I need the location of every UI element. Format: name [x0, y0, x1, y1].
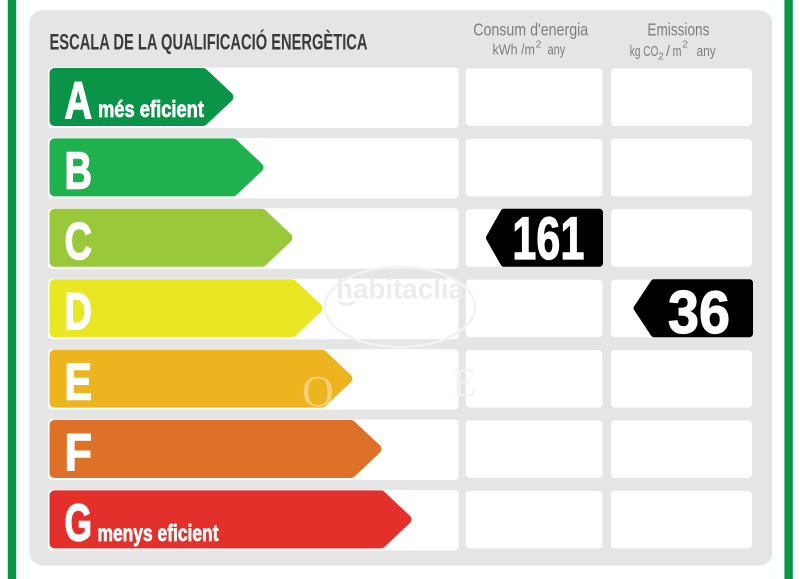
svg-text:2: 2	[536, 38, 542, 50]
svg-text:Emissions: Emissions	[647, 20, 709, 40]
svg-text:36: 36	[668, 279, 730, 346]
svg-text:A: A	[65, 72, 93, 130]
svg-text:ESCALA DE LA QUALIFICACIÓ ENER: ESCALA DE LA QUALIFICACIÓ ENERGÈTICA	[50, 30, 368, 55]
svg-text:m: m	[673, 44, 682, 60]
svg-text:161: 161	[512, 205, 584, 272]
svg-text:any: any	[548, 42, 566, 58]
svg-text:E: E	[65, 354, 93, 412]
svg-text:Consum d'energia: Consum d'energia	[473, 20, 588, 40]
svg-text:C: C	[65, 213, 93, 271]
svg-text:G: G	[65, 494, 93, 552]
svg-text:F: F	[65, 424, 93, 482]
svg-text:kg CO: kg CO	[630, 44, 659, 60]
svg-text:E: E	[452, 360, 476, 405]
svg-text:2: 2	[682, 38, 688, 50]
svg-text:/: /	[666, 44, 671, 60]
svg-text:kWh /m: kWh /m	[493, 42, 536, 58]
svg-text:habitaclia: habitaclia	[336, 274, 465, 306]
svg-text:D: D	[65, 283, 93, 341]
svg-text:2: 2	[658, 51, 664, 63]
svg-text:més eficient: més eficient	[98, 96, 204, 122]
svg-text:B: B	[65, 142, 93, 200]
svg-text:O: O	[302, 367, 334, 416]
svg-text:any: any	[697, 44, 717, 60]
svg-text:menys eficient: menys eficient	[98, 520, 219, 546]
